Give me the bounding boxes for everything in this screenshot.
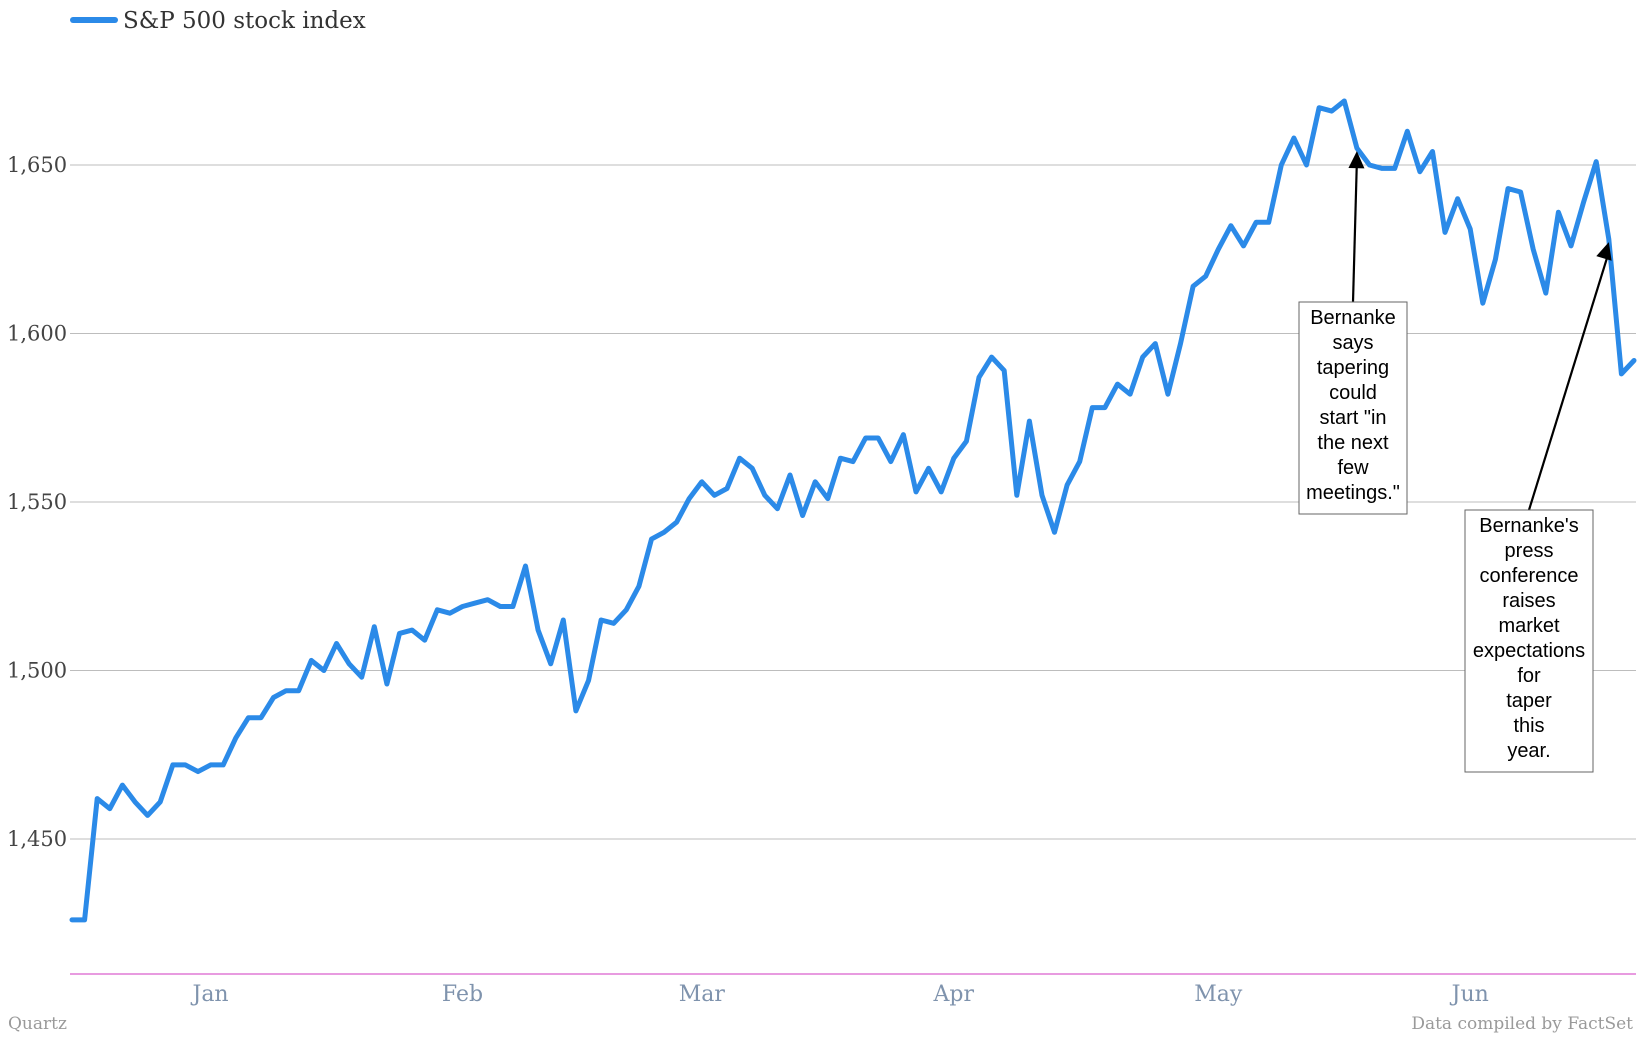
annotation-text-line: says [1332,332,1373,354]
annotation-text-line: tapering [1317,357,1389,379]
x-tick-label-feb: Feb [442,982,483,1007]
annotation-text-line: raises [1502,590,1555,612]
annotation-arrowhead [1596,242,1612,261]
x-tick-label-apr: Apr [933,982,975,1007]
footer-source-right: Data compiled by FactSet [1411,1014,1633,1034]
annotation-text-line: meetings." [1306,482,1400,504]
annotations: Bernanke says tapering could start "in the ne… [1298,151,1612,773]
annotation-text-line: could [1329,382,1377,404]
annotation-text-line: taper [1506,690,1552,712]
annotation-arrow [1351,161,1358,303]
y-tick-label-1450: 1,450 [7,827,67,851]
x-axis: Jan Feb Mar Apr May Jun [191,982,1489,1007]
annotation-box [1298,301,1408,515]
series-line-sp500 [69,98,1637,923]
annotation-text-line: year. [1507,740,1550,762]
y-tick-label-1500: 1,500 [7,659,67,683]
x-tick-label-jan: Jan [191,982,229,1007]
annotation-text-line: start "in [1319,407,1386,429]
y-axis: 1,450 1,500 1,550 1,600 1,650 [7,153,67,851]
annotation-1: Bernanke says tapering could start "in the ne… [1298,151,1408,515]
annotation-text-line: for [1517,665,1541,687]
x-tick-label-may: May [1194,982,1243,1007]
annotation-text-line: Bernanke's [1479,515,1578,537]
annotation-text-line: market [1498,615,1560,637]
x-tick-label-mar: Mar [679,982,726,1007]
annotation-arrowhead [1348,151,1365,169]
y-tick-label-1550: 1,550 [7,490,67,514]
annotation-text-line: expectations [1473,640,1585,662]
annotation-2: Bernanke's press conference raises market exp… [1464,242,1612,773]
footer-source-left: Quartz [8,1014,67,1034]
annotation-text-line: this [1513,715,1544,737]
annotation-arrow [1527,251,1610,511]
annotation-text-line: press [1505,540,1554,562]
legend: S&P 500 stock index [70,8,366,34]
annotation-text-line: Bernanke [1310,307,1396,329]
annotation-text-line: few [1337,457,1369,479]
series-layer [69,98,1637,923]
x-tick-label-jun: Jun [1450,982,1489,1007]
annotation-box [1464,509,1594,773]
annotation-text-line: the next [1317,432,1389,454]
y-tick-label-1650: 1,650 [7,153,67,177]
y-tick-label-1600: 1,600 [7,322,67,346]
legend-label: S&P 500 stock index [123,8,366,34]
annotation-text-line: conference [1480,565,1579,587]
